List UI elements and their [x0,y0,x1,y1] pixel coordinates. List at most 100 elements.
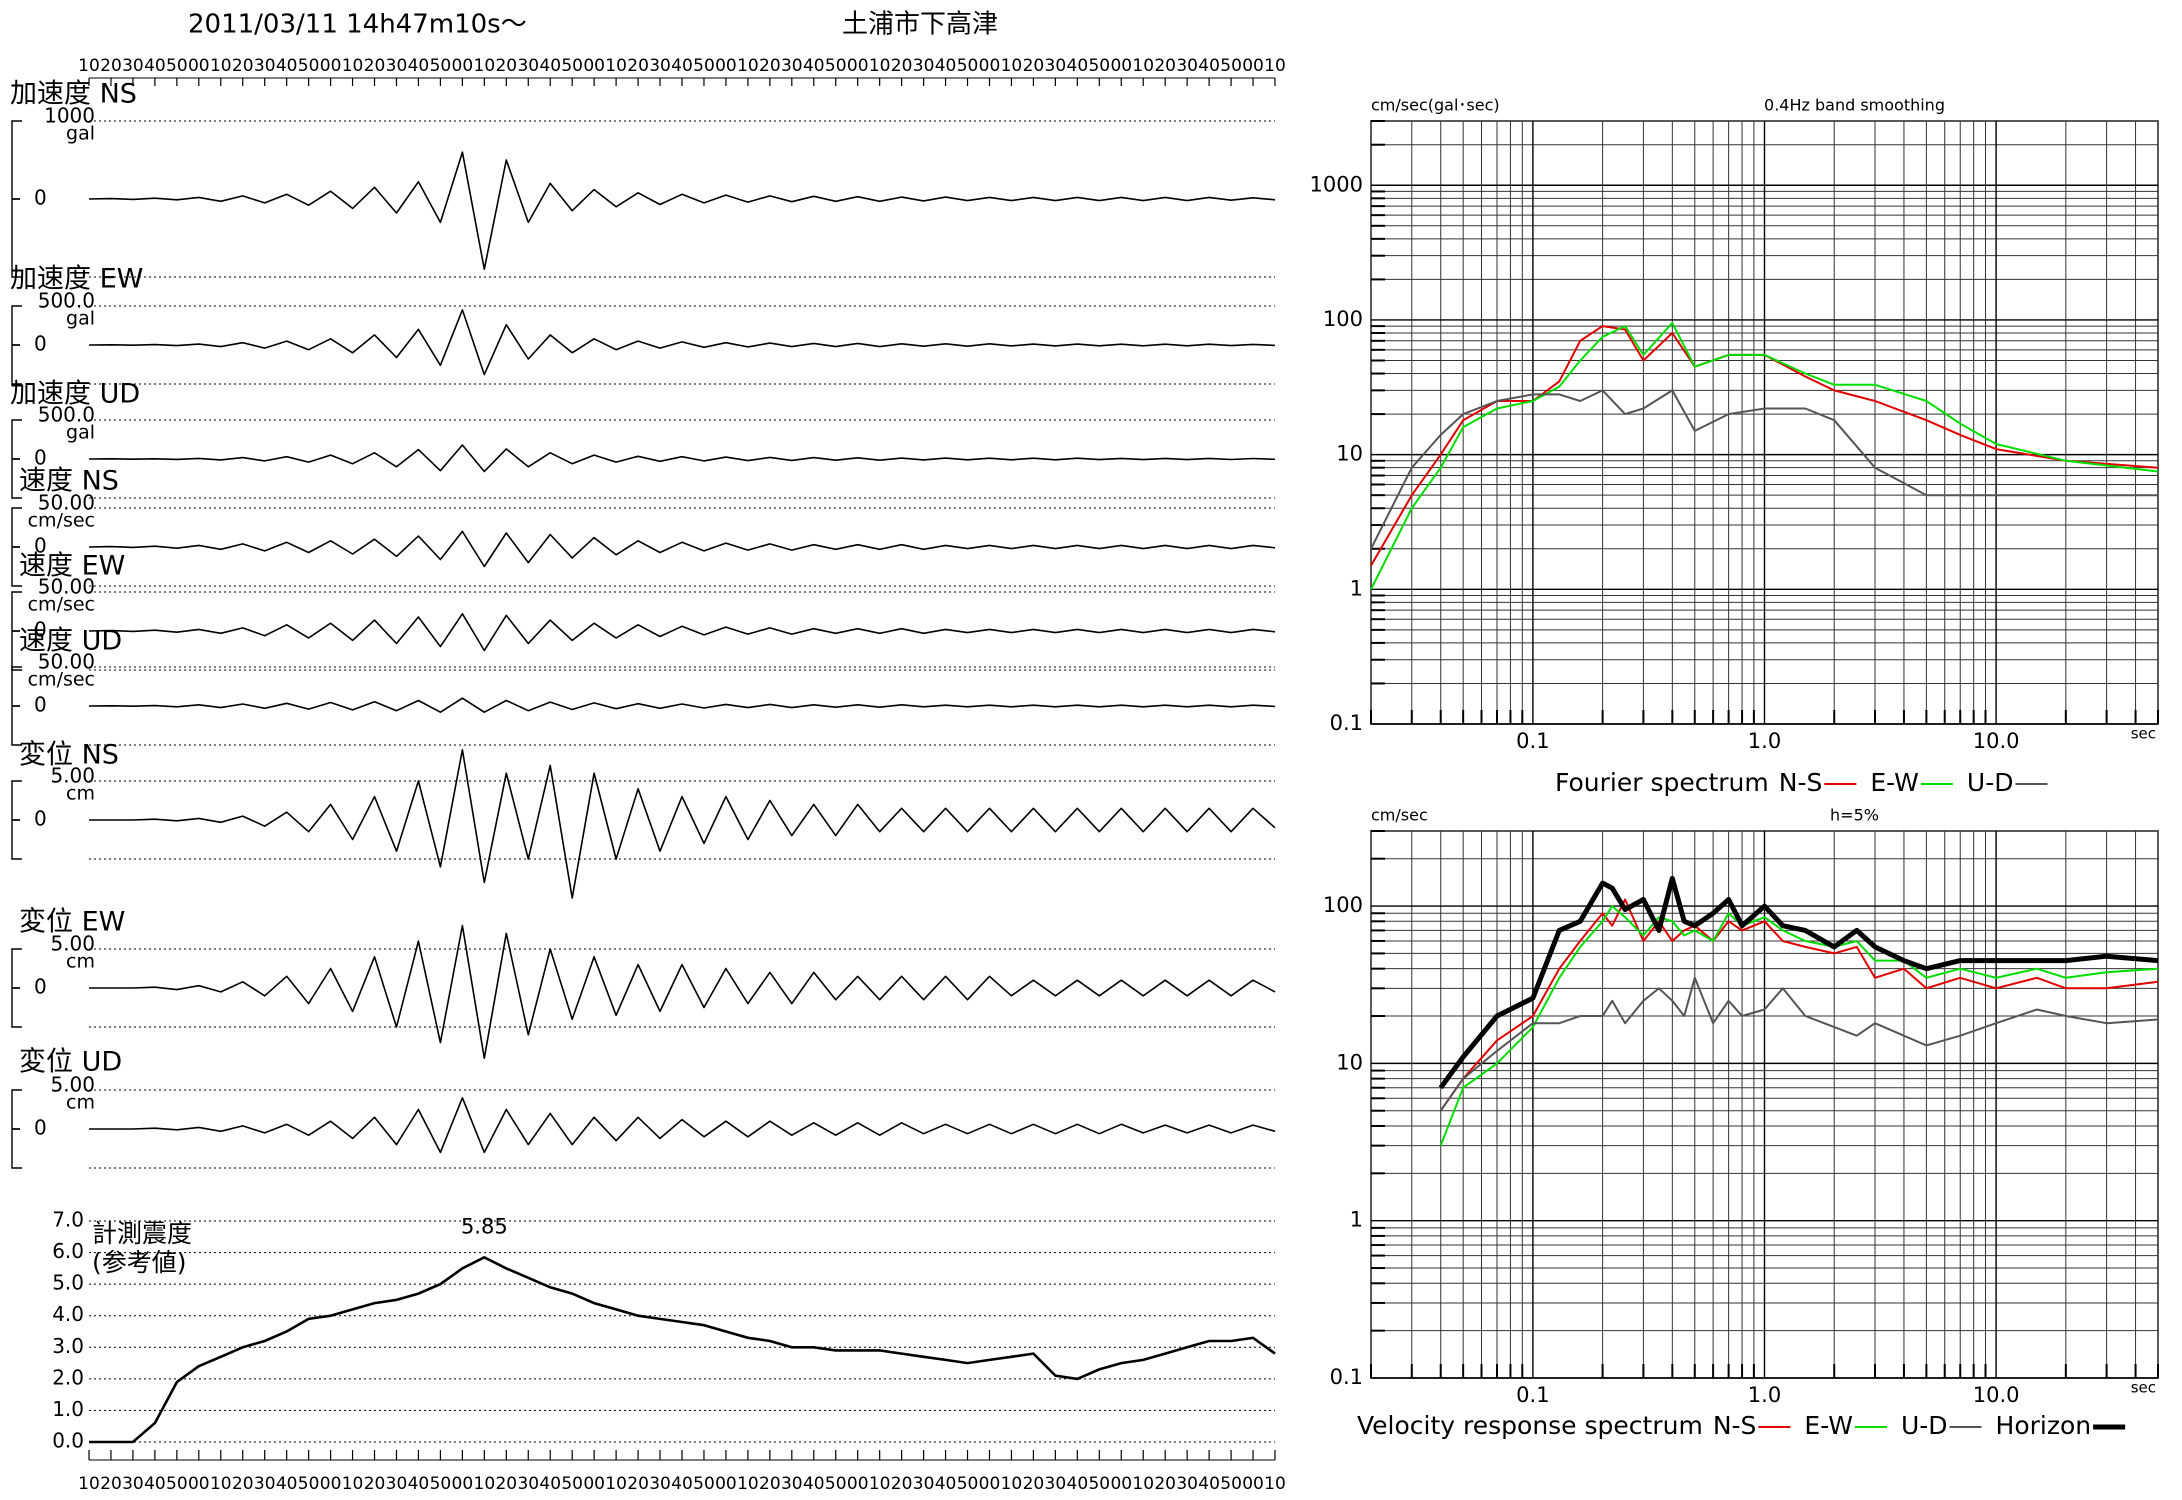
y-tick-label: 3.0 [52,1334,84,1358]
time-tick-label: 30 [913,56,935,76]
y-tick-label: 1000 [1310,172,1363,196]
time-tick-label: 50 [298,56,320,76]
time-tick-label: 20 [364,56,386,76]
time-tick-label: 50 [1088,56,1110,76]
time-tick-label: 50 [166,56,188,76]
time-tick-label: 40 [539,1474,561,1494]
time-tick-label: 30 [1045,1474,1067,1494]
unit-label: gal [66,123,95,145]
time-tick-label: 20 [759,56,781,76]
x-tick-label: 1.0 [1748,729,1781,753]
peak-annotation: 5.85 [461,1214,508,1238]
time-tick-label: 20 [232,1474,254,1494]
time-tick-label: 30 [517,1474,539,1494]
waveform [89,1097,1276,1154]
waveform [88,613,1276,652]
time-tick-label: 00 [1242,1474,1264,1494]
intensity-title: 計測震度 [92,1219,192,1248]
time-tick-label: 50 [430,1474,452,1494]
time-tick-label: 20 [495,56,517,76]
time-tick-label: 10 [1001,1474,1023,1494]
y-tick-label: 5.00 [50,932,95,956]
time-tick-label: 30 [122,56,144,76]
time-tick-label: 10 [210,1474,232,1494]
time-tick-label: 10 [605,56,627,76]
time-tick-label: 00 [847,1474,869,1494]
y-tick-label: 0.1 [1330,1365,1363,1389]
time-tick-label: 00 [320,56,342,76]
legend-label: E-W [1870,768,1919,797]
waveform [88,444,1276,473]
time-tick-label: 50 [430,56,452,76]
unit-label: cm [66,951,95,973]
time-tick-label: 10 [1132,1474,1154,1494]
time-tick-label: 40 [935,56,957,76]
y-tick-label: 4.0 [52,1302,84,1326]
y-tick-label: 0.0 [52,1429,84,1453]
waveform [88,530,1276,568]
station-name: 土浦市下高津 [842,10,998,40]
legend-label: U-D [1901,1411,1948,1440]
legend-title: Fourier spectrum [1555,768,1769,797]
time-tick-label: 20 [100,56,122,76]
time-tick-label: 50 [693,56,715,76]
time-tick-label: 40 [539,56,561,76]
y-tick-label: 10 [1336,1050,1363,1074]
y-tick-label: 10 [1336,442,1363,466]
time-tick-label: 00 [188,1474,210,1494]
time-tick-label: 00 [188,56,210,76]
x-tick-label: 0.1 [1516,729,1549,753]
time-tick-label: 00 [979,1474,1001,1494]
time-tick-label: 40 [1198,1474,1220,1494]
unit-label: gal [66,308,95,330]
time-tick-label: 50 [1088,1474,1110,1494]
legend-title: Velocity response spectrum [1357,1411,1703,1440]
y-tick-label: 2.0 [52,1365,84,1389]
time-tick-label: 10 [210,56,232,76]
y-tick-label: 6.0 [52,1239,84,1263]
time-tick-label: 00 [1110,56,1132,76]
time-tick-label: 40 [1198,56,1220,76]
time-tick-label: 40 [803,1474,825,1494]
y-tick-label: 5.0 [52,1271,84,1295]
y-tick-label: 50.00 [38,650,95,674]
time-tick-label: 00 [452,1474,474,1494]
y-tick-label: 500.0 [38,289,95,313]
legend-label: E-W [1804,1411,1853,1440]
y-tick-label: 0 [34,1116,47,1140]
time-tick-label: 00 [979,56,1001,76]
y-tick-label: 1000 [44,104,95,128]
spectrum-line [1439,905,2159,1146]
time-tick-label: 40 [276,56,298,76]
date-title: 2011/03/11 14h47m10s～ [188,10,527,40]
time-tick-label: 30 [1045,56,1067,76]
y-tick-label: 50.00 [38,491,95,515]
time-tick-label: 10 [474,1474,496,1494]
y-tick-label: 1 [1350,1208,1363,1232]
y-tick-label: 0 [34,534,47,558]
x-axis-unit: sec [2131,1379,2156,1397]
time-tick-label: 20 [364,1474,386,1494]
time-tick-label: 10 [342,1474,364,1494]
time-tick-label: 00 [847,56,869,76]
time-tick-label: 10 [78,1474,100,1494]
time-tick-label: 20 [891,56,913,76]
time-tick-label: 20 [759,1474,781,1494]
panel-title: 変位 UD [19,1047,122,1078]
time-tick-label: 20 [495,1474,517,1494]
unit-label: cm/sec [28,510,95,532]
y-axis-unit: cm/sec [1371,806,1428,825]
time-tick-label: 50 [561,56,583,76]
time-tick-label: 50 [298,1474,320,1494]
y-tick-label: 1 [1350,576,1363,600]
panel-title: 変位 NS [19,740,119,771]
time-tick-label: 20 [891,1474,913,1494]
waveform [89,924,1276,1059]
time-tick-label: 30 [254,56,276,76]
waveform [89,749,1276,899]
y-tick-label: 0 [34,975,47,999]
chart-title: 0.4Hz band smoothing [1764,96,1945,115]
time-tick-label: 40 [1067,1474,1089,1494]
time-tick-label: 10 [474,56,496,76]
